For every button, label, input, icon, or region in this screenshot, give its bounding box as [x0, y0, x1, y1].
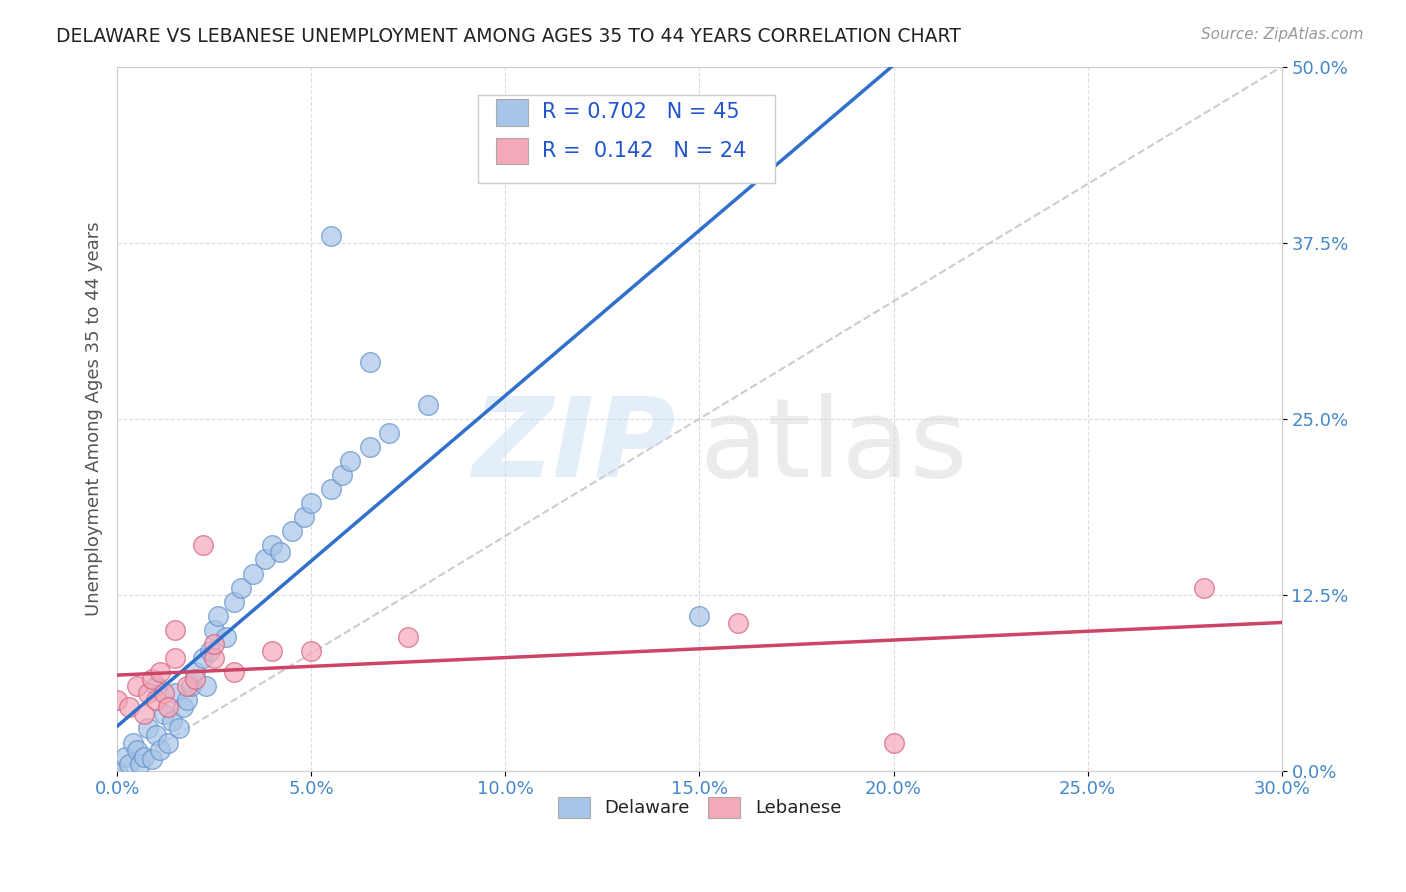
Point: [200, 644, 222, 658]
Point: [231, 581, 253, 595]
Point: [180, 679, 202, 693]
Point: [176, 679, 198, 693]
Point: [152, 686, 174, 700]
Point: [165, 686, 187, 700]
Point: [339, 454, 361, 468]
Point: [262, 644, 284, 658]
Point: [160, 714, 183, 729]
FancyBboxPatch shape: [496, 99, 529, 126]
Point: [156, 700, 179, 714]
Point: [152, 707, 174, 722]
Point: [416, 398, 439, 412]
Point: [359, 355, 381, 369]
Point: [141, 672, 163, 686]
Point: [125, 679, 148, 693]
Point: [184, 672, 207, 686]
Text: atlas: atlas: [699, 393, 967, 500]
Point: [202, 623, 225, 637]
FancyBboxPatch shape: [478, 95, 775, 183]
Point: [359, 440, 381, 454]
Text: Source: ZipAtlas.com: Source: ZipAtlas.com: [1201, 27, 1364, 42]
Point: [136, 722, 159, 736]
Point: [176, 693, 198, 707]
Point: [222, 595, 245, 609]
Point: [330, 467, 353, 482]
FancyBboxPatch shape: [496, 137, 529, 164]
Point: [262, 538, 284, 552]
Point: [202, 651, 225, 665]
Point: [118, 756, 141, 771]
Point: [215, 630, 238, 644]
Text: DELAWARE VS LEBANESE UNEMPLOYMENT AMONG AGES 35 TO 44 YEARS CORRELATION CHART: DELAWARE VS LEBANESE UNEMPLOYMENT AMONG …: [56, 27, 962, 45]
Point: [134, 707, 156, 722]
Point: [121, 735, 143, 749]
Point: [195, 679, 218, 693]
Point: [688, 608, 710, 623]
Point: [319, 228, 342, 243]
Point: [169, 722, 191, 736]
Point: [172, 700, 194, 714]
Point: [242, 566, 264, 581]
Text: R = 0.702   N = 45: R = 0.702 N = 45: [543, 103, 740, 122]
Point: [191, 538, 214, 552]
Point: [105, 764, 128, 778]
Point: [165, 651, 187, 665]
Point: [191, 651, 214, 665]
Point: [145, 693, 167, 707]
Point: [378, 425, 401, 440]
Point: [136, 686, 159, 700]
Point: [1192, 581, 1215, 595]
Text: R =  0.142   N = 24: R = 0.142 N = 24: [543, 141, 747, 161]
Point: [396, 630, 419, 644]
Point: [253, 552, 276, 566]
Point: [134, 749, 156, 764]
Point: [727, 615, 749, 630]
Point: [145, 729, 167, 743]
Point: [141, 752, 163, 766]
Point: [292, 510, 315, 524]
Point: [269, 545, 291, 559]
Point: [165, 623, 187, 637]
Point: [114, 749, 136, 764]
Point: [129, 756, 152, 771]
Text: ZIP: ZIP: [472, 393, 676, 500]
Point: [299, 644, 322, 658]
Point: [319, 482, 342, 496]
Point: [156, 735, 179, 749]
Y-axis label: Unemployment Among Ages 35 to 44 years: Unemployment Among Ages 35 to 44 years: [86, 221, 103, 616]
Point: [125, 742, 148, 756]
Legend: Delaware, Lebanese: Delaware, Lebanese: [550, 789, 849, 825]
Point: [149, 665, 172, 679]
Point: [149, 742, 172, 756]
Point: [184, 665, 207, 679]
Point: [207, 608, 229, 623]
Point: [281, 524, 304, 539]
Point: [105, 693, 128, 707]
Point: [202, 637, 225, 651]
Point: [222, 665, 245, 679]
Point: [299, 496, 322, 510]
Point: [883, 735, 905, 749]
Point: [118, 700, 141, 714]
Point: [145, 679, 167, 693]
